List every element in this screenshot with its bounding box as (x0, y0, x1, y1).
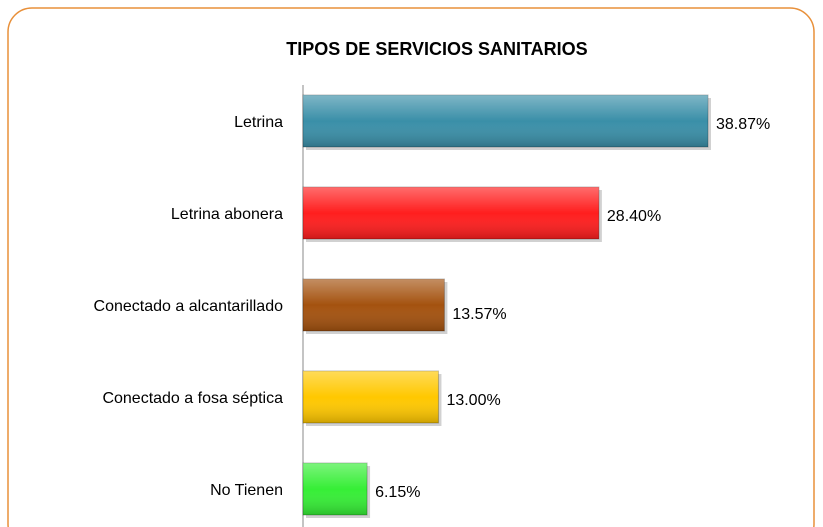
category-label: No Tienen (210, 482, 283, 499)
category-label: Conectado a fosa séptica (102, 390, 283, 407)
value-label: 28.40% (607, 208, 661, 225)
chart-frame (7, 7, 815, 527)
bar-highlight (303, 371, 439, 423)
value-label: 6.15% (375, 484, 420, 501)
bar-highlight (303, 187, 599, 239)
chart-title: TIPOS DE SERVICIOS SANITARIOS (286, 39, 587, 59)
value-label: 13.57% (452, 306, 506, 323)
bar-highlight (303, 95, 708, 147)
category-label: Letrina abonera (171, 206, 283, 223)
category-label: Conectado a alcantarillado (94, 298, 284, 315)
value-label: 13.00% (446, 392, 500, 409)
value-label: 38.87% (716, 116, 770, 133)
bar-highlight (303, 463, 368, 515)
category-label: Letrina (234, 114, 283, 131)
bar-highlight (303, 279, 445, 331)
